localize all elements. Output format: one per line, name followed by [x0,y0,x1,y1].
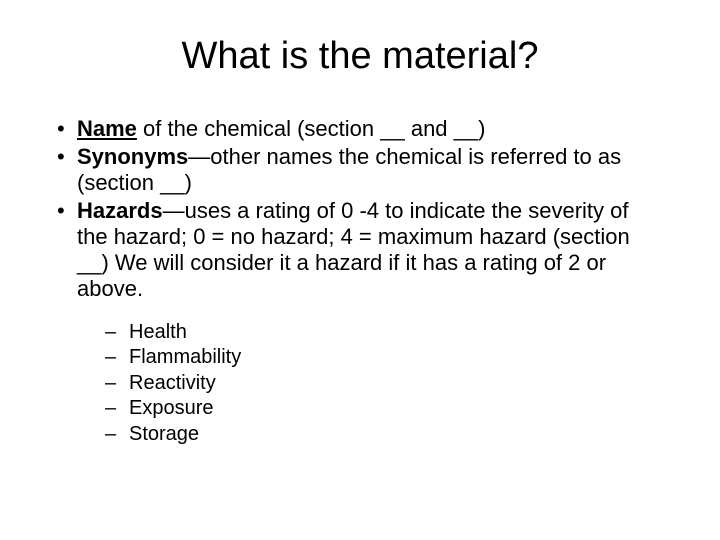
sub-bullet-health: Health [105,320,665,346]
bullet-synonyms-label: Synonyms [77,144,188,169]
bullet-name-text: of the chemical (section __ and __) [137,116,486,141]
bullet-hazards-label: Hazards [77,198,163,223]
sub-bullet-exposure: Exposure [105,396,665,422]
bullet-name-label: Name [77,116,137,141]
bullet-hazards: Hazards—uses a rating of 0 -4 to indicat… [55,198,665,448]
bullet-name: Name of the chemical (section __ and __) [55,116,665,142]
main-bullet-list: Name of the chemical (section __ and __)… [55,116,665,448]
slide-title: What is the material? [55,35,665,78]
sub-bullet-reactivity: Reactivity [105,371,665,397]
sub-bullet-storage: Storage [105,422,665,448]
sub-bullet-list: Health Flammability Reactivity Exposure … [105,320,665,448]
bullet-synonyms: Synonyms—other names the chemical is ref… [55,144,665,196]
sub-bullet-flammability: Flammability [105,345,665,371]
